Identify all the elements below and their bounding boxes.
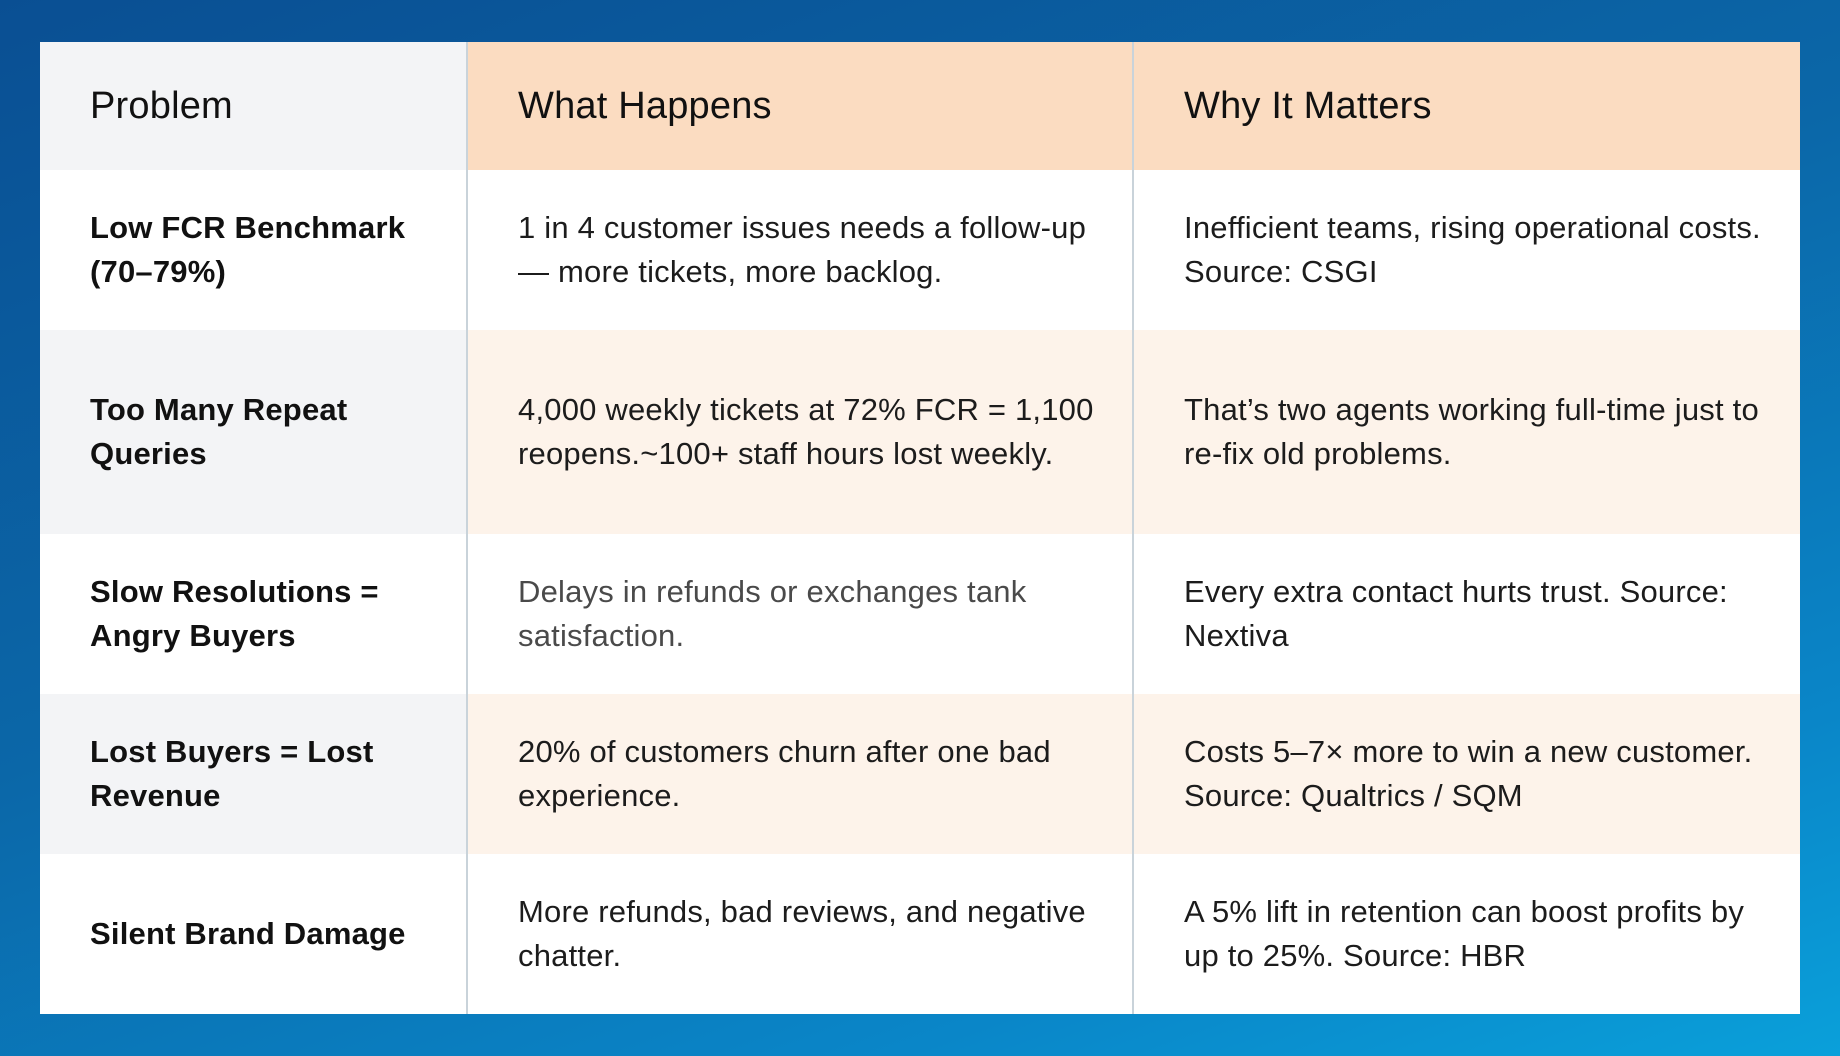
why-it-matters-cell: Every extra contact hurts trust. Source:… bbox=[1132, 534, 1800, 694]
why-it-matters-cell: That’s two agents working full-time just… bbox=[1132, 330, 1800, 534]
what-happens-cell: More refunds, bad reviews, and negative … bbox=[466, 854, 1132, 1014]
problem-cell: Slow Resolutions = Angry Buyers bbox=[40, 534, 466, 694]
header-why-it-matters: Why It Matters bbox=[1132, 42, 1800, 170]
problem-cell: Low FCR Benchmark (70–79%) bbox=[40, 170, 466, 330]
problem-cell: Too Many Repeat Queries bbox=[40, 330, 466, 534]
comparison-table: Problem What Happens Why It Matters Low … bbox=[40, 42, 1800, 1014]
why-it-matters-cell: Inefficient teams, rising operational co… bbox=[1132, 170, 1800, 330]
what-happens-cell: Delays in refunds or exchanges tank sati… bbox=[466, 534, 1132, 694]
header-problem: Problem bbox=[40, 42, 466, 170]
why-it-matters-cell: A 5% lift in retention can boost profits… bbox=[1132, 854, 1800, 1014]
what-happens-cell: 4,000 weekly tickets at 72% FCR = 1,100 … bbox=[466, 330, 1132, 534]
what-happens-cell: 1 in 4 customer issues needs a follow-up… bbox=[466, 170, 1132, 330]
problem-cell: Silent Brand Damage bbox=[40, 854, 466, 1014]
why-it-matters-cell: Costs 5–7× more to win a new customer. S… bbox=[1132, 694, 1800, 854]
header-what-happens: What Happens bbox=[466, 42, 1132, 170]
problem-cell: Lost Buyers = Lost Revenue bbox=[40, 694, 466, 854]
what-happens-cell: 20% of customers churn after one bad exp… bbox=[466, 694, 1132, 854]
